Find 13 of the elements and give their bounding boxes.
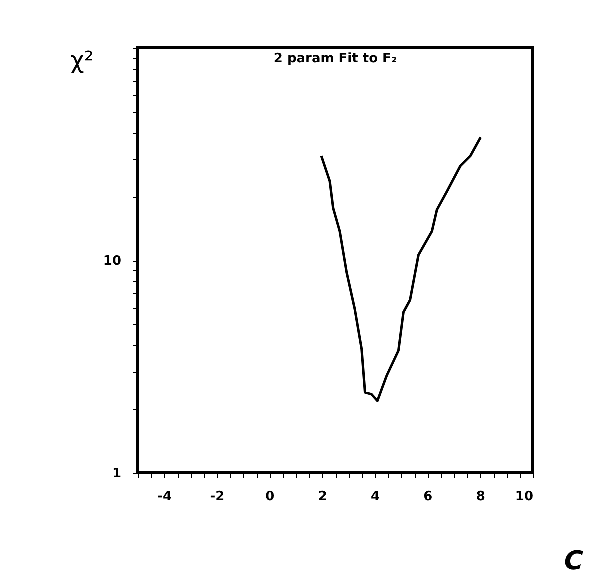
x-tick-label: 0 <box>266 490 275 504</box>
chart-title: 2 param Fit to F₂ <box>274 52 398 66</box>
x-tick-label: 4 <box>370 490 380 504</box>
x-tick-label: -4 <box>158 490 172 504</box>
x-tick-label: 6 <box>424 490 433 504</box>
x-tick-label: 8 <box>476 490 486 504</box>
x-tick-label: 10 <box>515 490 534 504</box>
x-axis-title: C <box>564 546 584 576</box>
x-tick-label: -2 <box>210 490 225 504</box>
y-axis-title: χ² <box>70 46 94 74</box>
line-series <box>320 136 482 402</box>
x-tick-label: 2 <box>318 490 328 504</box>
y-tick-label: 1 <box>112 466 122 482</box>
